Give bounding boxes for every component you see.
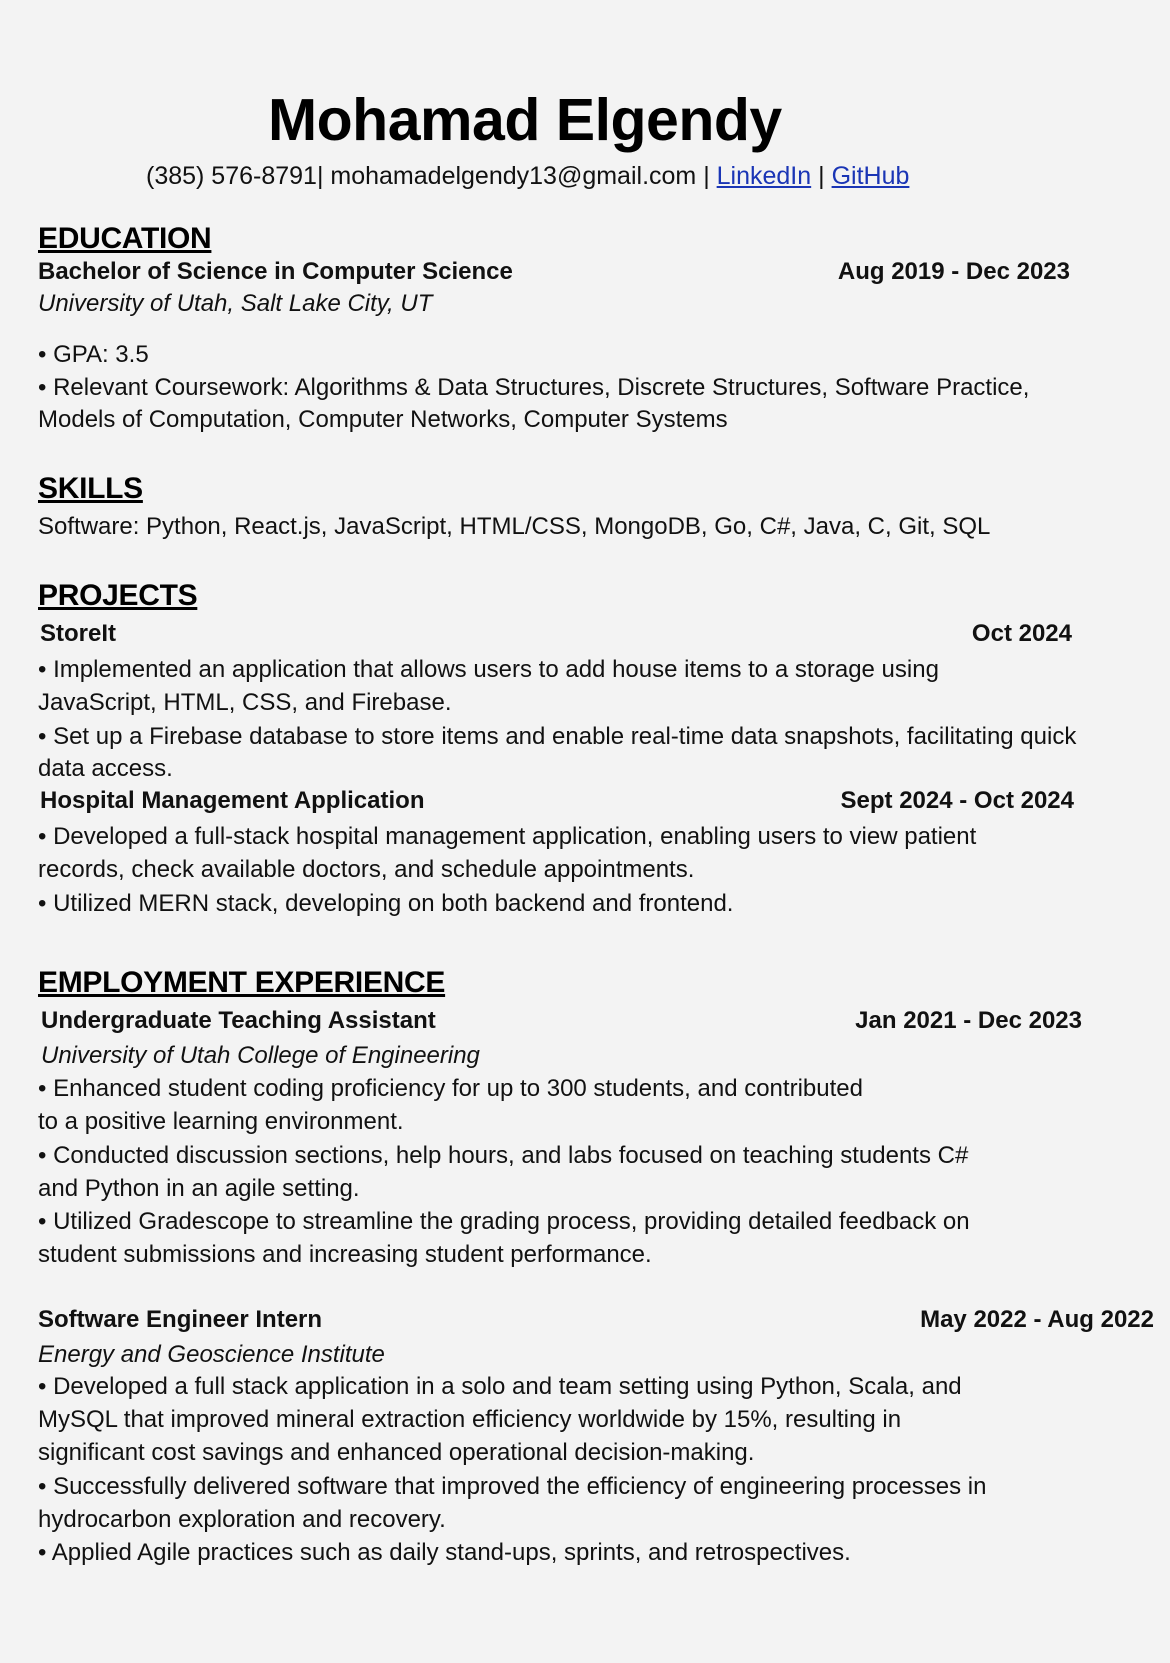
education-degree-row: Bachelor of Science in Computer Science … <box>38 258 1070 290</box>
job-line: student submissions and increasing stude… <box>38 1241 652 1268</box>
separator: | <box>818 162 825 190</box>
education-heading: EDUCATION <box>38 222 212 255</box>
job-line: • Utilized Gradescope to streamline the … <box>38 1208 970 1235</box>
skills-line: Software: Python, React.js, JavaScript, … <box>38 513 991 540</box>
project-line: • Implemented an application that allows… <box>38 656 939 683</box>
job-row: Software Engineer Intern May 2022 - Aug … <box>38 1306 1154 1338</box>
degree-title: Bachelor of Science in Computer Science <box>38 258 513 285</box>
job-org: Energy and Geoscience Institute <box>38 1341 385 1368</box>
candidate-name: Mohamad Elgendy <box>268 87 782 153</box>
job-row: Undergraduate Teaching Assistant Jan 202… <box>41 1007 1082 1039</box>
job-line: MySQL that improved mineral extraction e… <box>38 1406 902 1433</box>
project-date: Sept 2024 - Oct 2024 <box>840 787 1074 814</box>
github-link[interactable]: GitHub <box>831 162 910 190</box>
job-line: hydrocarbon exploration and recovery. <box>38 1506 446 1533</box>
job-line: and Python in an agile setting. <box>38 1175 360 1202</box>
job-date: Jan 2021 - Dec 2023 <box>855 1007 1082 1034</box>
project-line: JavaScript, HTML, CSS, and Firebase. <box>38 689 452 716</box>
project-line: • Set up a Firebase database to store it… <box>38 723 1077 750</box>
job-line: to a positive learning environment. <box>38 1108 404 1135</box>
linkedin-link[interactable]: LinkedIn <box>716 162 812 190</box>
project-title: StoreIt <box>40 620 117 647</box>
job-title: Undergraduate Teaching Assistant <box>41 1007 436 1034</box>
project-title: Hospital Management Application <box>40 787 425 814</box>
contact-line: (385) 576-8791| mohamadelgendy13@gmail.c… <box>146 162 909 191</box>
education-line: Models of Computation, Computer Networks… <box>38 406 728 433</box>
job-date: May 2022 - Aug 2022 <box>920 1306 1154 1333</box>
project-line: • Utilized MERN stack, developing on bot… <box>38 890 734 917</box>
degree-date: Aug 2019 - Dec 2023 <box>837 258 1070 285</box>
job-title: Software Engineer Intern <box>38 1306 323 1333</box>
school-name: University of Utah, Salt Lake City, UT <box>38 290 433 317</box>
employment-heading: EMPLOYMENT EXPERIENCE <box>38 966 446 999</box>
job-line: significant cost savings and enhanced op… <box>38 1439 755 1466</box>
project-line: records, check available doctors, and sc… <box>38 856 695 883</box>
skills-heading: SKILLS <box>38 472 143 505</box>
education-line: • Relevant Coursework: Algorithms & Data… <box>38 374 1030 401</box>
job-line: • Enhanced student coding proficiency fo… <box>38 1075 863 1102</box>
project-line: data access. <box>38 755 173 782</box>
education-line: • GPA: 3.5 <box>38 341 149 368</box>
phone-email: (385) 576-8791| mohamadelgendy13@gmail.c… <box>146 162 710 190</box>
projects-heading: PROJECTS <box>38 579 198 612</box>
job-line: • Conducted discussion sections, help ho… <box>38 1142 969 1169</box>
job-org: University of Utah College of Engineerin… <box>41 1042 480 1069</box>
project-line: • Developed a full-stack hospital manage… <box>38 823 977 850</box>
project-date: Oct 2024 <box>971 620 1072 647</box>
job-line: • Successfully delivered software that i… <box>38 1473 987 1500</box>
job-line: • Applied Agile practices such as daily … <box>38 1539 851 1566</box>
project-row: Hospital Management Application Sept 202… <box>40 787 1074 819</box>
job-line: • Developed a full stack application in … <box>38 1373 962 1400</box>
project-row: StoreIt Oct 2024 <box>40 620 1072 652</box>
